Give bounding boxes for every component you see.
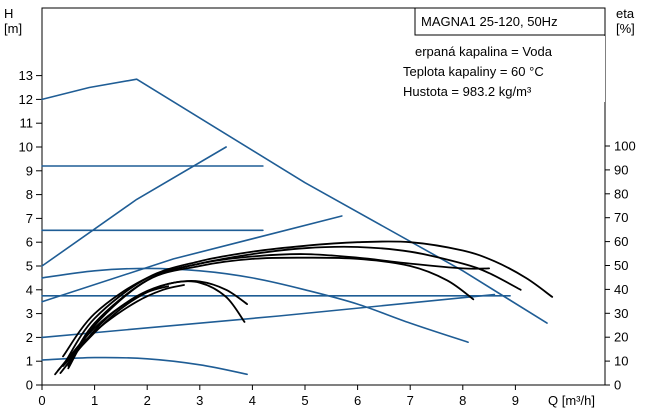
y2-tick-label: 0 [614,378,621,393]
x-tick-label: 9 [512,393,519,408]
y2-tick-label: 30 [614,306,628,321]
y-tick-label: 9 [26,163,33,178]
y-tick-label: 5 [26,259,33,274]
y2-tick-label: 20 [614,330,628,345]
head-curve-0 [41,78,548,324]
x-tick-label: 5 [301,393,308,408]
labels-layer: 0123456789101112130102030405060708090100… [4,6,636,408]
y-tick-label: 13 [19,68,33,83]
y2-tick-label: 50 [614,258,628,273]
y-tick-label: 0 [26,378,33,393]
y2-tick-label: 60 [614,234,628,249]
axes-layer [36,7,610,390]
efficiency-curve-10 [64,240,554,363]
fluid-info-line: Teplota kapaliny = 60 °C [403,64,544,79]
x-tick-label: 8 [459,393,466,408]
head-curve-4 [41,146,227,267]
fluid-info-line: erpaná kapalina = Voda [415,44,553,59]
series-layer [41,78,554,376]
y2-tick-label: 90 [614,162,628,177]
x-axis-label: Q [m³/h] [548,393,595,408]
y-tick-label: 11 [20,116,34,131]
y2-tick-label: 10 [614,354,628,369]
y-tick-label: 7 [26,211,33,226]
y-tick-label: 1 [26,354,33,369]
fluid-info-box [400,36,605,102]
y2-tick-label: 80 [614,186,628,201]
x-tick-label: 2 [144,393,151,408]
x-tick-label: 1 [91,393,98,408]
y2-tick-label: 70 [614,210,628,225]
head-curve-8 [41,356,248,376]
x-tick-label: 7 [407,393,414,408]
y-tick-label: 3 [26,306,33,321]
y-tick-label: 12 [19,92,33,107]
x-tick-label: 0 [38,393,45,408]
head-curve-5 [41,215,343,303]
fluid-info-line: Hustota = 983.2 kg/m³ [403,84,532,99]
head-curve-7 [41,267,469,343]
y-tick-label: 4 [26,282,33,297]
x-tick-label: 4 [249,393,256,408]
y-axis-label: H [4,6,13,21]
efficiency-curve-16 [54,285,170,376]
y2-axis-unit: [%] [616,21,635,36]
y-tick-label: 6 [26,235,33,250]
head-curve-6 [41,293,496,339]
y-axis-unit: [m] [4,21,22,36]
chart-title: MAGNA1 25-120, 50Hz [421,14,558,29]
plot-frame [41,7,606,386]
y-tick-label: 8 [26,187,33,202]
y-tick-label: 2 [26,330,33,345]
y-tick-label: 10 [19,140,33,155]
x-tick-label: 6 [354,393,361,408]
efficiency-curve-12 [67,256,475,370]
y2-tick-label: 100 [614,139,636,154]
title-box [414,7,606,36]
x-tick-label: 3 [196,393,203,408]
y2-tick-label: 40 [614,282,628,297]
y2-axis-label: eta [616,6,635,21]
efficiency-curve-9 [62,245,522,358]
